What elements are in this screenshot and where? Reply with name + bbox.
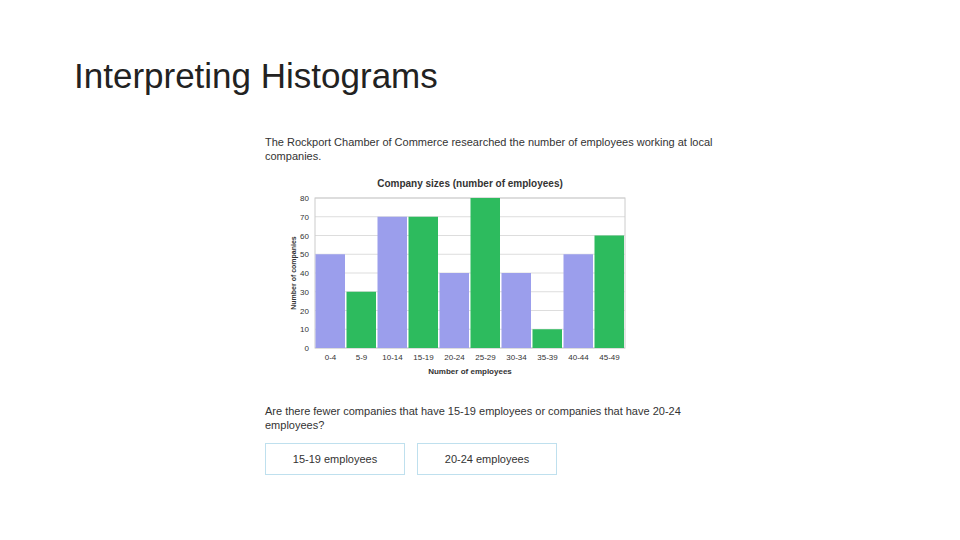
x-tick-label: 5-9 bbox=[356, 353, 368, 362]
bar bbox=[316, 254, 346, 348]
bar bbox=[502, 273, 532, 348]
slide-title: Interpreting Histograms bbox=[74, 56, 438, 96]
y-tick-label: 50 bbox=[300, 250, 309, 259]
y-tick-label: 20 bbox=[300, 307, 309, 316]
question-text: Are there fewer companies that have 15-1… bbox=[265, 404, 740, 432]
bar bbox=[347, 292, 377, 348]
intro-text: The Rockport Chamber of Commerce researc… bbox=[265, 135, 740, 163]
bar bbox=[595, 236, 625, 349]
x-tick-label: 15-19 bbox=[413, 353, 434, 362]
x-tick-label: 10-14 bbox=[382, 353, 403, 362]
bar bbox=[409, 217, 439, 348]
y-tick-label: 30 bbox=[300, 288, 309, 297]
answer-choice[interactable]: 15-19 employees bbox=[265, 443, 405, 475]
y-tick-label: 0 bbox=[305, 344, 310, 353]
x-tick-label: 40-44 bbox=[568, 353, 589, 362]
x-tick-label: 20-24 bbox=[444, 353, 465, 362]
grid-line bbox=[315, 216, 625, 217]
grid-line bbox=[315, 235, 625, 236]
chart-title: Company sizes (number of employees) bbox=[377, 178, 563, 189]
x-tick-label: 25-29 bbox=[475, 353, 496, 362]
x-tick-label: 30-34 bbox=[506, 353, 527, 362]
x-tick-label: 45-49 bbox=[599, 353, 620, 362]
bar bbox=[471, 198, 501, 348]
y-tick-label: 70 bbox=[300, 213, 309, 222]
answer-choice[interactable]: 20-24 employees bbox=[417, 443, 557, 475]
bar bbox=[378, 217, 408, 348]
x-axis-label: Number of employees bbox=[428, 367, 512, 376]
y-tick-label: 10 bbox=[300, 325, 309, 334]
bar bbox=[564, 254, 594, 348]
bars bbox=[316, 198, 625, 348]
y-axis-label: Number of companies bbox=[290, 236, 298, 310]
bar bbox=[533, 329, 563, 348]
y-tick-label: 60 bbox=[300, 232, 309, 241]
bar bbox=[440, 273, 470, 348]
y-tick-label: 40 bbox=[300, 269, 309, 278]
plot-frame bbox=[315, 198, 625, 348]
x-tick-label: 0-4 bbox=[325, 353, 337, 362]
y-tick-label: 80 bbox=[300, 194, 309, 203]
x-tick-label: 35-39 bbox=[537, 353, 558, 362]
chart: Company sizes (number of employees) 0 10 20… bbox=[0, 0, 960, 540]
